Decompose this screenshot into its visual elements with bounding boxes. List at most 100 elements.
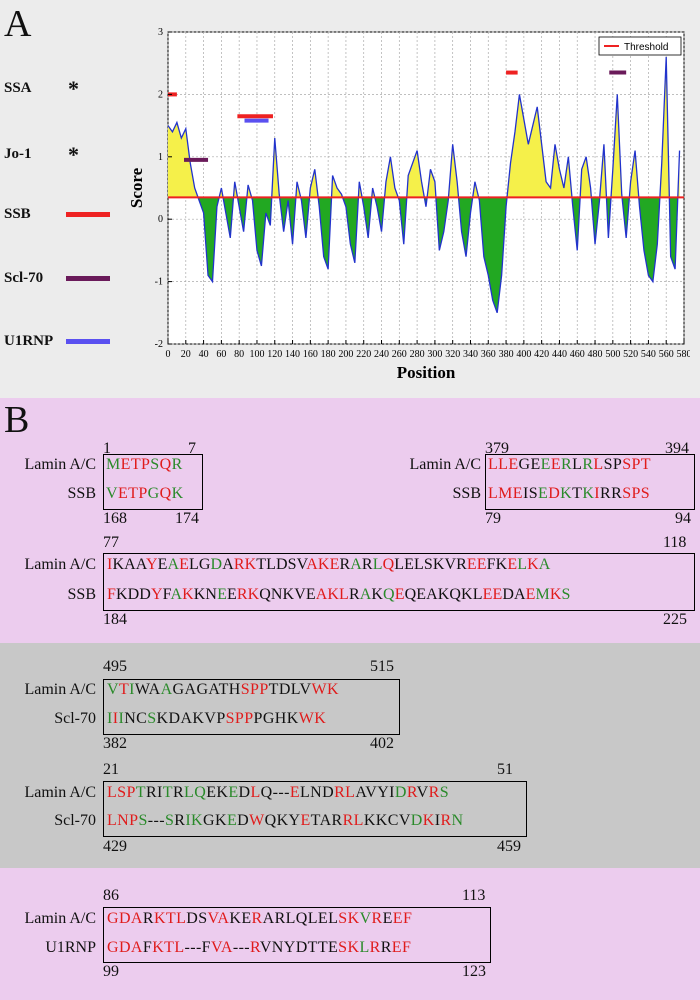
residue-segment: WA: [134, 681, 161, 698]
residue-segment: F: [142, 939, 153, 956]
residue-segment: WK: [298, 710, 327, 727]
alignment-5-seq-scl70: LNPS---SRIKGKEDWQKYETARRLKKCVDKIRN: [107, 812, 464, 830]
residue-segment: E: [394, 586, 405, 603]
x-tick-label: 240: [374, 349, 389, 360]
residue-segment: WK: [311, 681, 339, 698]
legend-bar-u1rnp: [66, 339, 110, 344]
residue-segment: GDA: [107, 939, 143, 956]
residue-segment: Q: [159, 485, 172, 502]
alignment-6-bottom-end: 123: [462, 963, 486, 980]
x-tick-label: 0: [166, 349, 171, 360]
alignment-5-seq-lamin: LSPTRITRLQEKEDLQ---ELNDRLAVYIDRVRS: [107, 784, 449, 802]
x-tick-label: 320: [445, 349, 460, 360]
residue-segment: A: [359, 586, 372, 603]
residue-segment: KE: [229, 910, 252, 927]
x-tick-label: 280: [410, 349, 425, 360]
residue-segment: E: [540, 456, 551, 473]
residue-segment: R: [250, 939, 260, 956]
residue-segment: M: [535, 586, 550, 603]
residue-segment: L: [250, 784, 261, 801]
residue-segment: R: [428, 784, 440, 801]
x-tick-label: 560: [659, 349, 674, 360]
residue-segment: AKE: [306, 556, 340, 573]
y-tick-label: 1: [158, 152, 163, 163]
residue-segment: GK: [203, 812, 227, 829]
alignment-1-label-lamin: Lamin A/C: [24, 456, 96, 473]
residue-segment: K: [549, 586, 562, 603]
alignment-1-top-end: 7: [188, 440, 196, 457]
residue-segment: R: [251, 910, 263, 927]
residue-segment: T: [118, 681, 130, 698]
alignment-6-top-end: 113: [462, 887, 486, 904]
panel-b-ssb-background: [0, 398, 700, 643]
residue-segment: AKL: [315, 586, 349, 603]
residue-segment: ETP: [120, 456, 151, 473]
residue-segment: R: [369, 939, 381, 956]
residue-segment: DS: [186, 910, 208, 927]
residue-segment: GAGATH: [172, 681, 241, 698]
residue-segment: L: [372, 556, 383, 573]
residue-segment: I: [129, 681, 135, 698]
alignment-5-label-lamin: Lamin A/C: [24, 784, 96, 801]
residue-segment: R: [440, 812, 452, 829]
x-tick-label: 300: [427, 349, 442, 360]
residue-segment: KN: [193, 586, 218, 603]
residue-segment: KDD: [116, 586, 151, 603]
alignment-3-seq-lamin: IKAAYEAELGDARKTLDSVAKERARLQLELSKVREEFKEL…: [107, 556, 550, 574]
alignment-1-box: [103, 454, 203, 510]
residue-segment: R: [174, 812, 186, 829]
alignment-2-label-lamin: Lamin A/C: [409, 456, 481, 473]
residue-segment: SPP: [240, 681, 269, 698]
residue-segment: RR: [600, 485, 623, 502]
panel-b-u1rnp-background: [0, 868, 700, 1000]
alignment-6-bottom-start: 99: [103, 963, 119, 980]
residue-segment: K: [422, 812, 435, 829]
residue-segment: TAR: [310, 812, 343, 829]
y-tick-label: -1: [155, 277, 163, 288]
alignment-3-top-start: 77: [103, 534, 119, 551]
panel-a-letter: A: [4, 3, 32, 45]
residue-segment: S: [138, 812, 148, 829]
residue-segment: VA: [210, 939, 233, 956]
panel-b-letter: B: [4, 399, 30, 441]
residue-segment: FK: [486, 556, 508, 573]
residue-segment: M: [106, 456, 121, 473]
alignment-1-bottom-start: 168: [103, 510, 127, 527]
residue-segment: Q: [159, 456, 172, 473]
alignment-6-box: [103, 907, 491, 963]
residue-segment: L: [517, 556, 528, 573]
x-tick-label: 520: [623, 349, 638, 360]
residue-segment: A: [160, 681, 173, 698]
residue-segment: R: [561, 456, 573, 473]
residue-segment: AVYI: [355, 784, 395, 801]
residue-segment: D: [410, 812, 423, 829]
legend-bar-ssb: [66, 212, 110, 217]
x-tick-label: 440: [552, 349, 567, 360]
residue-segment: S: [147, 710, 157, 727]
residue-segment: LSP: [107, 784, 136, 801]
alignment-5-bottom-end: 459: [497, 838, 521, 855]
residue-segment: I: [434, 812, 441, 829]
residue-segment: E: [550, 456, 562, 473]
alignment-1-seq-ssb: VETPGQK: [106, 485, 184, 503]
residue-segment: T: [135, 784, 146, 801]
residue-segment: SK: [338, 910, 360, 927]
residue-segment: G: [147, 485, 160, 502]
residue-segment: V: [416, 784, 429, 801]
x-tick-label: 260: [392, 349, 407, 360]
legend-label-ssa: SSA: [4, 80, 32, 96]
residue-segment: E: [157, 556, 168, 573]
residue-segment: SPT: [622, 456, 651, 473]
residue-segment: E: [289, 784, 300, 801]
residue-segment: E: [226, 586, 237, 603]
panel-b-scl70-background: [0, 643, 700, 868]
residue-segment: LME: [488, 485, 523, 502]
residue-segment: R: [339, 556, 351, 573]
y-axis-label: Score: [130, 167, 146, 208]
residue-segment: EF: [391, 939, 412, 956]
residue-segment: KTL: [153, 910, 187, 927]
x-tick-label: 180: [321, 349, 336, 360]
residue-segment: K: [582, 485, 595, 502]
alignment-4-top-start: 495: [103, 658, 127, 675]
x-tick-label: 420: [534, 349, 549, 360]
